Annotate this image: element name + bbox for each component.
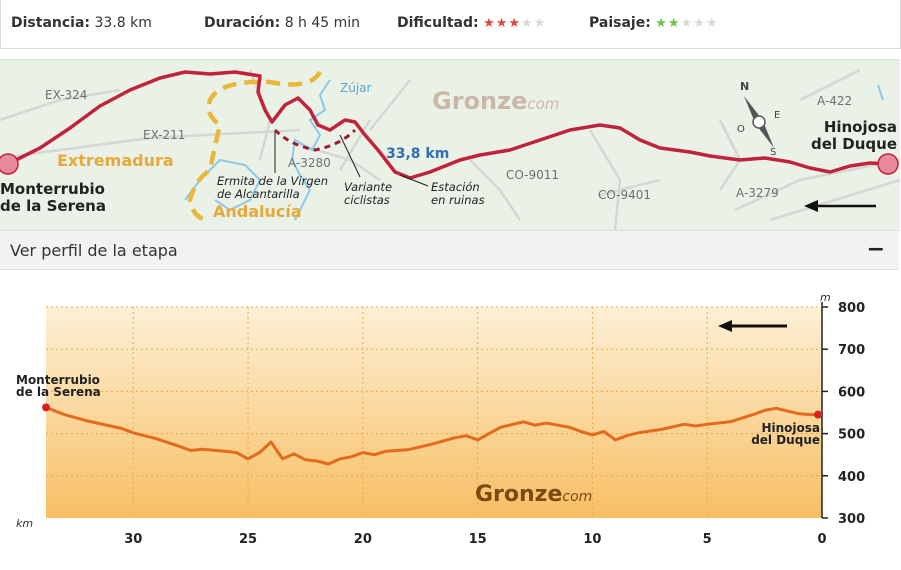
road-label: CO-9401 [598, 188, 651, 202]
star-filled-icon: ★ [483, 16, 496, 31]
profile-watermark: Gronzecom [475, 482, 592, 507]
end-town-label-2: del Duque [811, 135, 897, 153]
region-label-extremadura: Extremadura [57, 151, 174, 170]
landscape-stat: Paisaje: ★★★★★ [589, 15, 719, 31]
y-tick-label: 800 [838, 301, 865, 316]
road-label: EX-324 [45, 88, 87, 102]
profile-end-label-2: del Duque [751, 433, 820, 447]
x-tick-label: 25 [239, 532, 257, 547]
difficulty-label: Dificultad: [397, 15, 479, 31]
chart-grid [46, 306, 822, 518]
y-tick-label: 600 [838, 385, 865, 400]
duration-stat: Duración: 8 h 45 min [204, 15, 360, 31]
poi-ermita-label-2: de Alcantarilla [217, 187, 300, 201]
x-tick-label: 0 [817, 532, 826, 547]
compass-icon [744, 96, 774, 148]
compass-east-label: E [774, 110, 780, 121]
start-marker[interactable] [0, 153, 19, 175]
compass-west-label: O [737, 124, 745, 135]
profile-start-label: Monterrubio [16, 373, 100, 387]
difficulty-rating: ★★★★★ [483, 15, 546, 31]
x-tick-label: 5 [703, 532, 712, 547]
compass-south-label: S [770, 147, 776, 158]
main-route[interactable] [7, 70, 889, 180]
road-label: A-3280 [288, 156, 331, 170]
profile-toggle-bar[interactable]: Ver perfil de la etapa − [0, 231, 899, 270]
star-filled-icon: ★ [495, 16, 509, 31]
star-empty-icon: ★ [705, 16, 719, 31]
difficulty-stat: Dificultad: ★★★★★ [397, 15, 546, 31]
road-labels: EX-324 EX-211 A-3280 CO-9011 CO-9401 A-3… [45, 88, 852, 202]
star-empty-icon: ★ [533, 16, 547, 31]
star-empty-icon: ★ [680, 16, 694, 31]
y-tick-label: 500 [838, 428, 865, 443]
elevation-line [45, 406, 822, 466]
start-town-label-2: de la Serena [0, 197, 106, 215]
start-town-label: Monterrubio [0, 180, 105, 198]
chart-axes: 30 25 20 15 10 5 0 300 400 500 600 700 800 [124, 301, 865, 547]
elevation-chart: 30 25 20 15 10 5 0 300 400 500 600 700 800 Monterrub… [16, 291, 865, 547]
elevation-profile: 30 25 20 15 10 5 0 300 400 500 600 700 800 Monterrub… [0, 285, 901, 566]
x-tick-label: 15 [469, 532, 487, 547]
collapse-icon[interactable]: − [866, 237, 885, 262]
profile-direction-arrow-icon [718, 320, 787, 332]
profile-start-marker [42, 403, 50, 412]
chart-plot-area [46, 307, 822, 518]
poi-variante-label-2: ciclistas [344, 193, 390, 207]
y-unit-label: m [820, 291, 831, 304]
river-label: Zújar [340, 81, 372, 95]
poi-variante-label: Variante [344, 180, 392, 194]
y-tick-label: 700 [838, 343, 865, 358]
end-marker[interactable] [877, 153, 899, 175]
star-empty-icon: ★ [693, 16, 706, 31]
profile-end-marker [814, 410, 822, 419]
landscape-rating: ★★★★★ [655, 15, 718, 31]
road-label: EX-211 [143, 128, 185, 142]
star-filled-icon: ★ [508, 16, 522, 31]
y-tick-label: 300 [838, 512, 865, 527]
region-label-andalucia: Andalucía [213, 202, 302, 221]
cyclist-variant-route [273, 128, 357, 152]
poi-ermita-label: Ermita de la Virgen [217, 174, 328, 188]
route-distance-label: 33,8 km [386, 146, 449, 162]
x-unit-label: km [16, 517, 33, 530]
star-filled-icon: ★ [667, 16, 681, 31]
poi-leader-lines [274, 132, 429, 187]
landscape-label: Paisaje: [589, 15, 651, 31]
y-tick-label: 400 [838, 470, 865, 485]
star-empty-icon: ★ [521, 16, 534, 31]
end-town-label: Hinojosa [824, 118, 897, 136]
road-label: CO-9011 [506, 168, 559, 182]
duration-value: 8 h 45 min [284, 15, 361, 31]
star-filled-icon: ★ [655, 16, 668, 31]
x-tick-label: 10 [583, 532, 601, 547]
map-watermark: Gronzecom [432, 87, 559, 115]
duration-label: Duración: [204, 15, 281, 31]
map-canvas: EX-324 EX-211 A-3280 CO-9011 CO-9401 A-3… [0, 60, 900, 230]
x-tick-label: 30 [124, 532, 142, 547]
distance-label: Distancia: [11, 15, 91, 31]
profile-end-label: Hinojosa [761, 421, 820, 435]
x-tick-label: 20 [354, 532, 372, 547]
map-background [0, 60, 900, 230]
profile-start-label-2: de la Serena [16, 385, 101, 399]
compass-north-label: N [740, 80, 749, 93]
road-label: A-3279 [736, 186, 779, 200]
map-pois: Ermita de la Virgen de Alcantarilla Vari… [217, 174, 485, 207]
direction-arrow-icon [804, 200, 876, 212]
distance-stat: Distancia: 33.8 km [11, 15, 152, 31]
distance-value: 33.8 km [94, 15, 152, 31]
poi-estacion-label: Estación [431, 180, 480, 194]
profile-toggle-label: Ver perfil de la etapa [10, 241, 178, 260]
region-border [187, 70, 322, 223]
poi-estacion-label-2: en ruinas [431, 193, 485, 207]
route-map[interactable]: EX-324 EX-211 A-3280 CO-9011 CO-9401 A-3… [0, 59, 900, 231]
road-label: A-422 [817, 94, 852, 108]
route-stats-bar: Distancia: 33.8 km Duración: 8 h 45 min … [0, 0, 901, 49]
